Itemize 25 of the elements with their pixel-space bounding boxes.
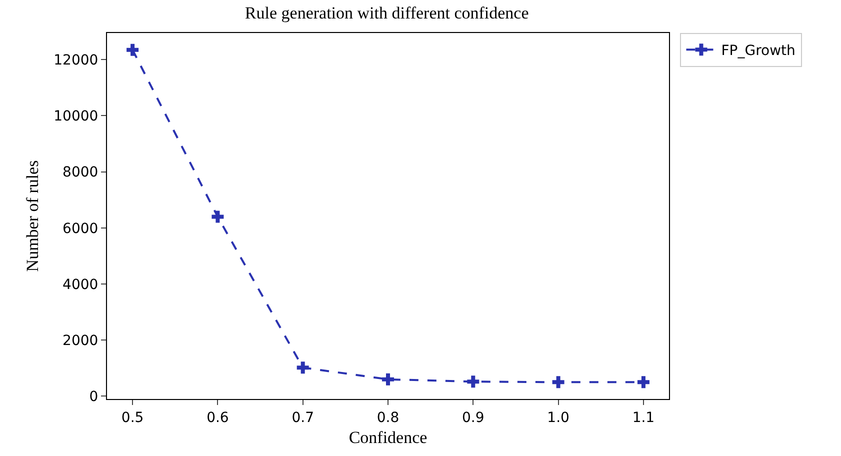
point [637,376,650,388]
y-tick-label: 0 [89,389,98,406]
legend-label: FP_Growth [721,43,796,60]
y-tick-label: 2000 [62,333,98,349]
x-tick-label: 0.7 [292,410,314,426]
point [467,376,480,388]
x-axis-title: Confidence [348,428,428,448]
point [126,44,139,56]
y-tick-label: 6000 [62,220,98,237]
point [382,373,394,386]
x-tick-label: 1.0 [547,410,570,426]
x-tick-label: 0.9 [462,410,484,426]
point [296,362,309,374]
point [552,376,564,388]
y-axis-title: Number of rules [23,160,42,272]
y-tick-label: 12000 [54,52,98,69]
y-tick-label: 10000 [54,108,98,125]
y-tick-label: 4000 [62,276,98,293]
x-tick-label: 0.5 [121,410,144,426]
chart-title: Rule generation with different confidence [244,4,529,23]
y-tick-label: 8000 [62,164,98,181]
x-tick-label: 1.1 [632,410,655,426]
point [212,210,224,223]
x-tick-label: 0.6 [206,410,229,426]
x-tick-label: 0.8 [376,410,400,426]
